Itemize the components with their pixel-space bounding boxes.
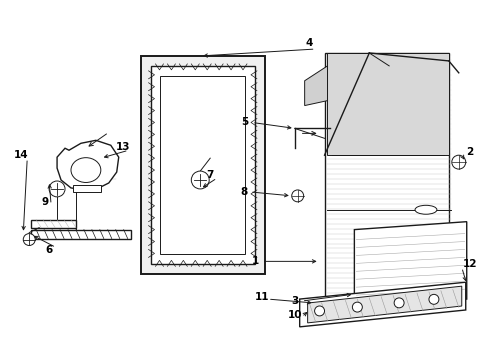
Polygon shape: [299, 282, 465, 327]
Text: 14: 14: [14, 150, 28, 160]
Text: 12: 12: [462, 259, 476, 269]
Text: 11: 11: [254, 292, 268, 302]
Bar: [141, 56, 264, 274]
Ellipse shape: [71, 158, 101, 183]
Bar: [31, 230, 130, 239]
Bar: [324, 53, 448, 309]
Bar: [73, 185, 101, 192]
Text: 1: 1: [251, 256, 258, 266]
Circle shape: [451, 155, 465, 169]
Text: 7: 7: [206, 170, 213, 180]
Polygon shape: [307, 286, 461, 323]
Circle shape: [291, 190, 303, 202]
Circle shape: [428, 294, 438, 304]
Text: 3: 3: [290, 296, 298, 306]
Circle shape: [314, 306, 324, 316]
Text: 9: 9: [41, 197, 49, 207]
Text: 10: 10: [287, 310, 302, 320]
Text: 5: 5: [241, 117, 248, 127]
Polygon shape: [57, 140, 119, 190]
Bar: [160, 76, 244, 255]
Polygon shape: [304, 66, 327, 105]
Bar: [326, 53, 448, 155]
Text: 4: 4: [305, 38, 313, 48]
Circle shape: [352, 302, 362, 312]
Polygon shape: [354, 222, 466, 307]
Circle shape: [393, 298, 403, 308]
Circle shape: [49, 181, 65, 197]
Text: 8: 8: [240, 187, 247, 197]
Text: 2: 2: [465, 147, 472, 157]
Circle shape: [191, 171, 209, 189]
Text: 13: 13: [115, 142, 130, 152]
Bar: [150, 66, 254, 264]
Ellipse shape: [414, 205, 436, 214]
Polygon shape: [31, 220, 76, 228]
Circle shape: [23, 234, 35, 246]
Text: 6: 6: [45, 246, 53, 256]
